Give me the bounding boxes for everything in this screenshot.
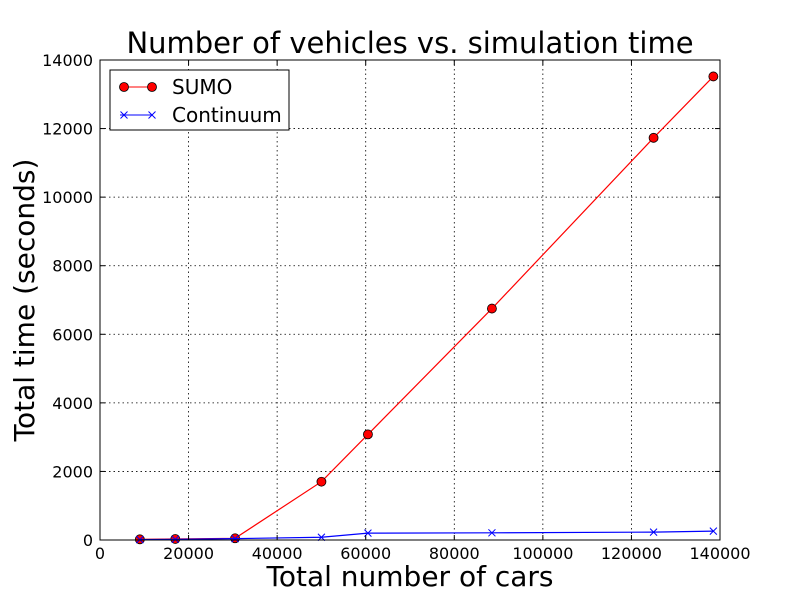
x-tick-label: 0 <box>95 544 105 563</box>
series-layer <box>134 71 719 545</box>
y-tick-label: 4000 <box>52 394 93 413</box>
y-tick-label: 2000 <box>52 462 93 481</box>
x-tick-label: 100000 <box>512 544 573 563</box>
y-tick-label: 0 <box>83 531 93 550</box>
data-point-sumo <box>363 429 373 440</box>
y-tick-label: 12000 <box>42 120 93 139</box>
chart-title: Number of vehicles vs. simulation time <box>126 26 693 60</box>
plot-frame <box>99 59 721 541</box>
data-point-continuum <box>649 528 658 536</box>
data-point-continuum <box>171 535 180 544</box>
series-line-continuum <box>139 530 714 541</box>
data-point-continuum <box>488 528 496 537</box>
x-tick-label: 140000 <box>689 544 750 563</box>
legend-box <box>109 69 290 131</box>
x-tick-label: 80000 <box>429 544 480 563</box>
y-tick-label: 8000 <box>52 257 93 276</box>
data-point-sumo <box>708 71 719 82</box>
data-point-continuum <box>231 534 239 543</box>
legend-swatch-sumo-marker <box>119 82 129 92</box>
data-point-continuum <box>709 527 718 535</box>
legend: SUMO Continuum <box>109 69 290 131</box>
x-tick-label: 60000 <box>340 544 391 563</box>
y-tick-label: 6000 <box>52 325 93 344</box>
y-tick-label: 14000 <box>42 51 93 70</box>
data-point-sumo <box>648 132 659 143</box>
legend-label-continuum: Continuum <box>172 103 282 127</box>
data-point-sumo <box>487 303 497 314</box>
x-tick-label: 120000 <box>601 544 662 563</box>
axis-ticks: 0 20000 40000 60000 80000 100000 120000 140000 0… <box>42 51 750 563</box>
grid-lines <box>100 60 720 540</box>
y-tick-label: 10000 <box>42 188 93 207</box>
legend-swatch-continuum-marker <box>120 111 156 119</box>
data-point-sumo <box>316 476 327 487</box>
legend-label-sumo: SUMO <box>172 75 232 99</box>
x-axis-label: Total number of cars <box>265 560 553 593</box>
y-axis-label: Total time (seconds) <box>8 159 41 443</box>
x-tick-label: 20000 <box>163 544 214 563</box>
x-tick-label: 40000 <box>252 544 303 563</box>
legend-swatch-sumo-marker <box>147 82 157 92</box>
